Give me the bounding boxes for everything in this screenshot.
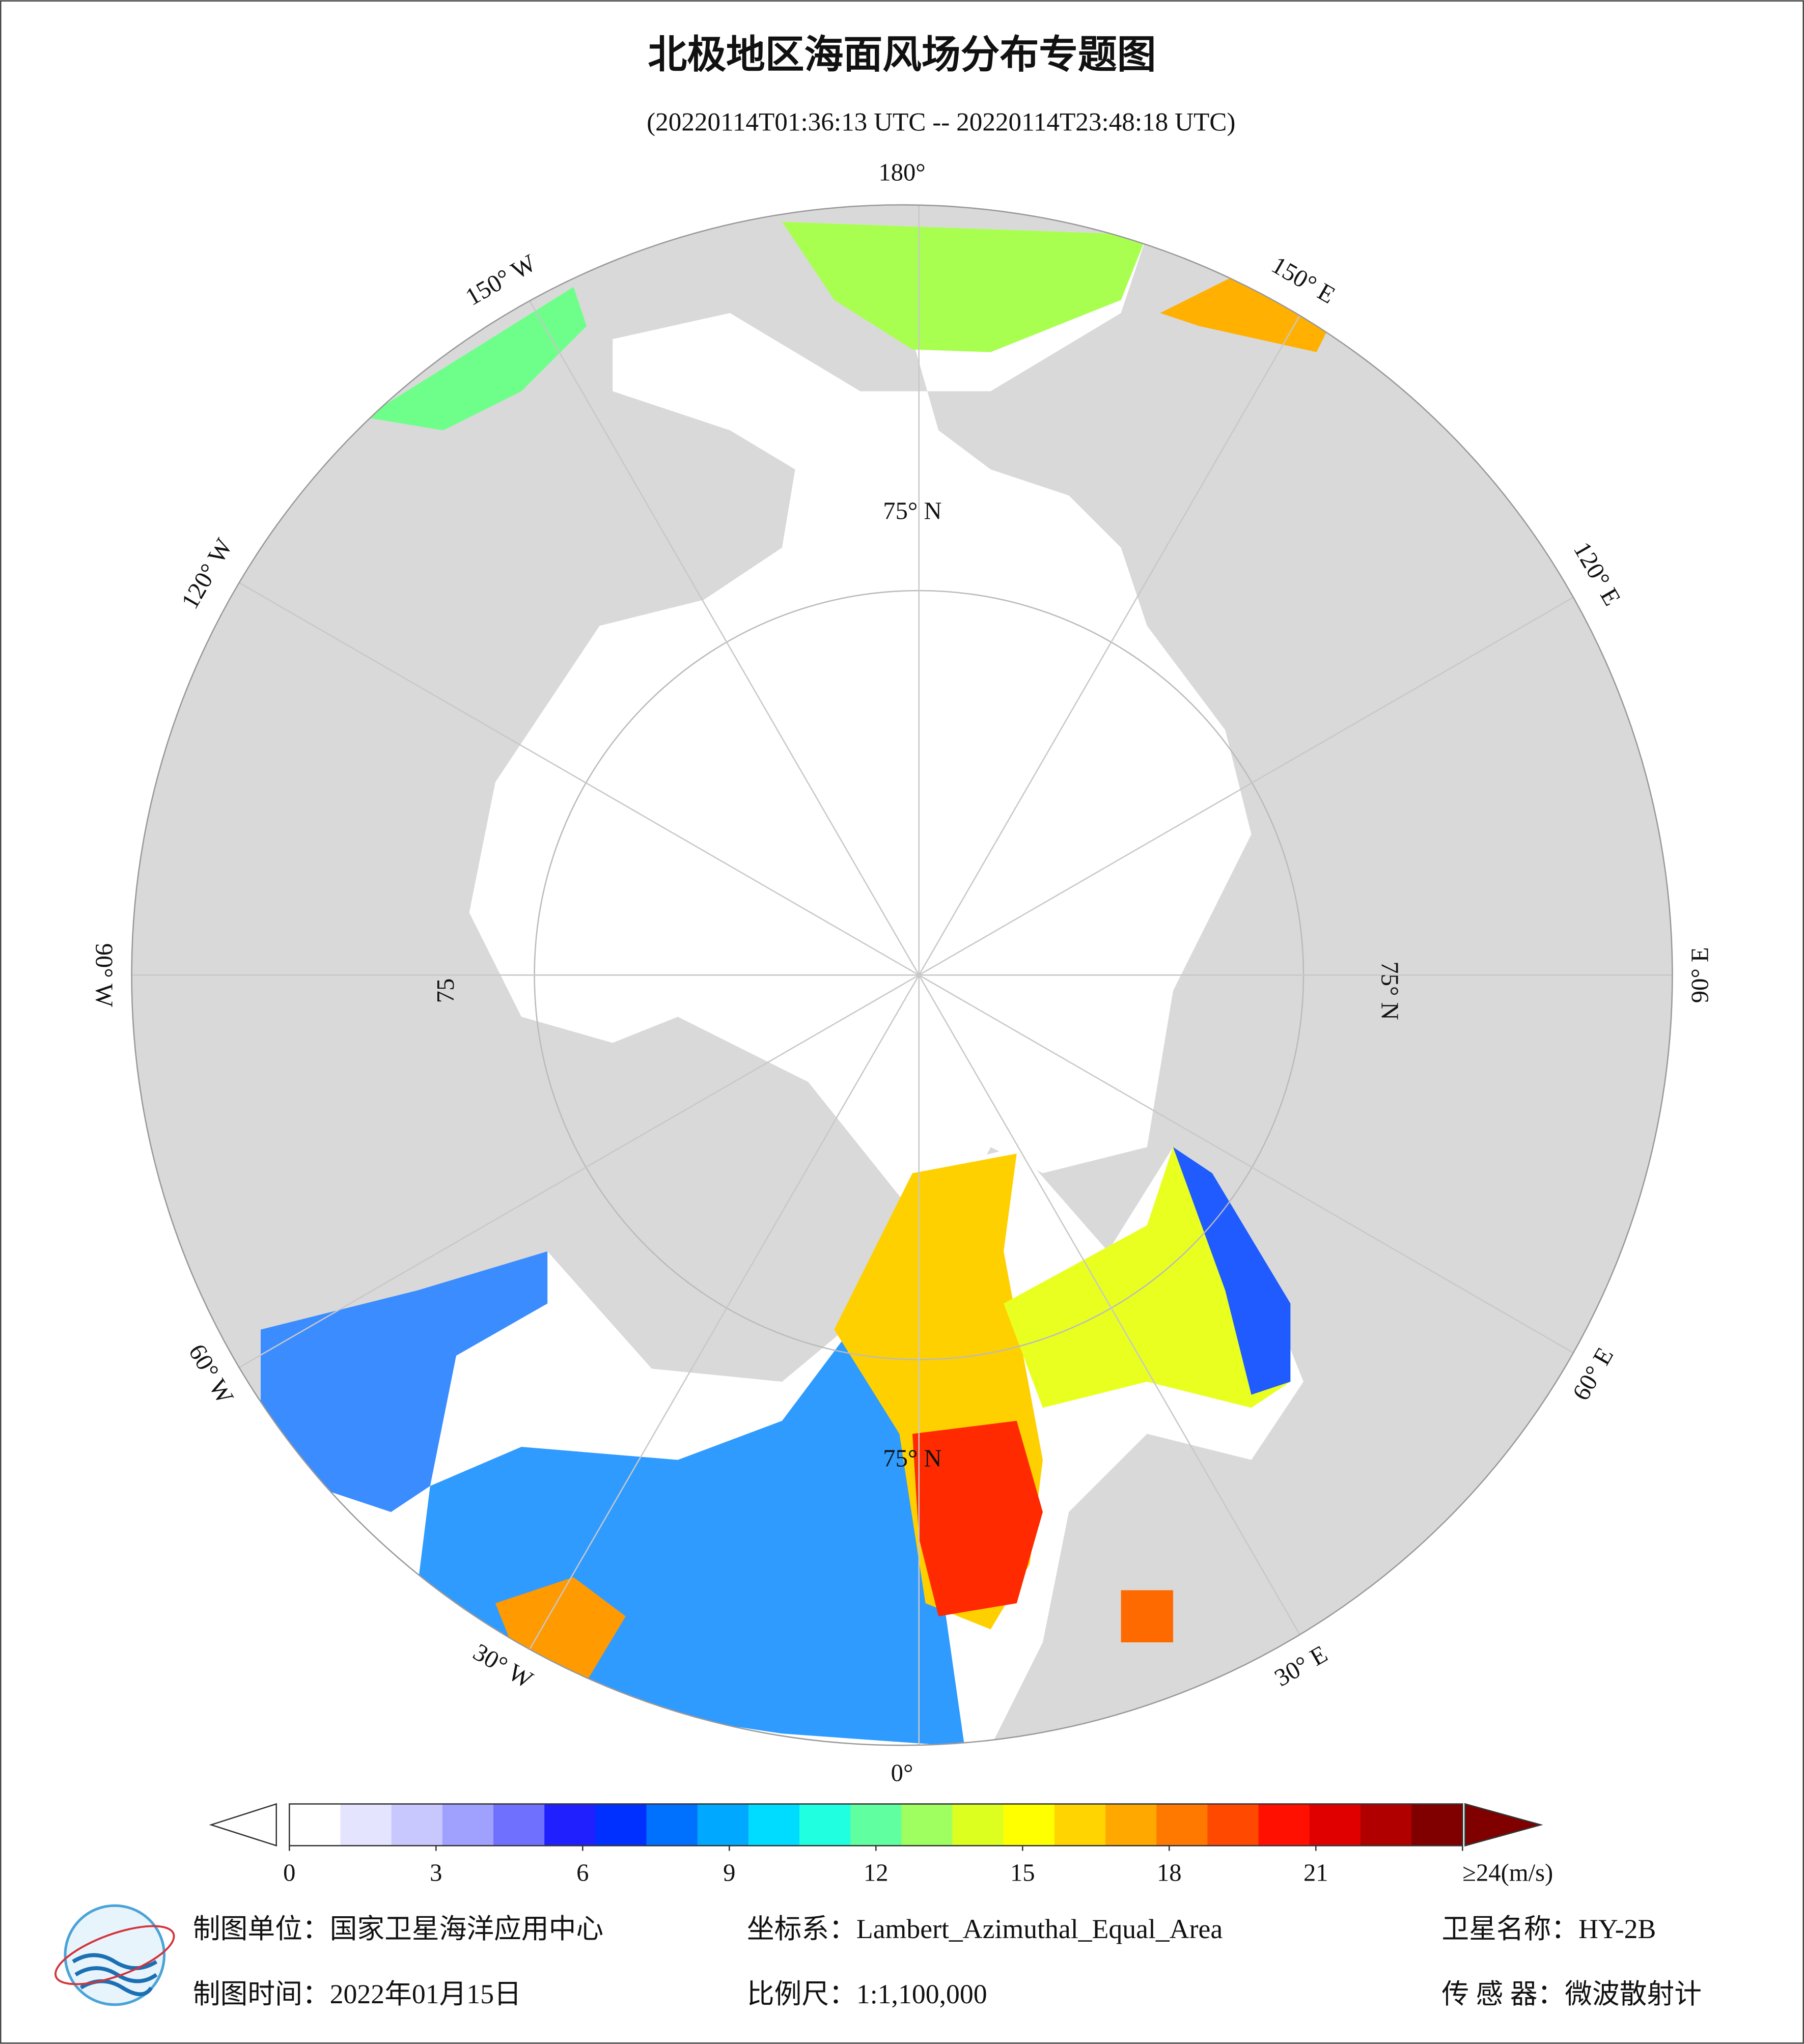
colorbar-cell bbox=[799, 1804, 851, 1846]
colorbar-cell bbox=[697, 1804, 750, 1846]
colorbar-tick-label: 12 bbox=[864, 1859, 889, 1887]
colorbar-cell bbox=[340, 1804, 392, 1846]
colorbar-cell bbox=[391, 1804, 443, 1846]
footer-crs: 坐标系：Lambert_Azimuthal_Equal_Area bbox=[747, 1914, 1223, 1944]
wind-baltic bbox=[1121, 1590, 1173, 1643]
colorbar-cell bbox=[901, 1804, 953, 1846]
colorbar-over bbox=[1464, 1803, 1543, 1847]
colorbar-cell bbox=[442, 1804, 494, 1846]
meridian bbox=[131, 974, 920, 1432]
colorbar-cell bbox=[1309, 1804, 1362, 1846]
footer-satellite: 卫星名称：HY-2B bbox=[1441, 1914, 1656, 1944]
colorbar-tick-label: 21 bbox=[1303, 1859, 1328, 1887]
lon-label: 0° bbox=[891, 1759, 913, 1786]
footer-sensor: 传 感 器：微波散射计 bbox=[1441, 1979, 1702, 2009]
map-border bbox=[131, 204, 1673, 1746]
lon-label: 180° bbox=[878, 159, 925, 186]
footer-scale: 比例尺：1:1,100,000 bbox=[747, 1979, 987, 2009]
colorbar-cell bbox=[289, 1804, 341, 1846]
colorbar-cell bbox=[544, 1804, 596, 1846]
colorbar-cell bbox=[1105, 1804, 1157, 1846]
colorbar-cell bbox=[1411, 1804, 1463, 1846]
colorbar-cell bbox=[850, 1804, 902, 1846]
colorbar-cell bbox=[595, 1804, 647, 1846]
logo bbox=[54, 1904, 175, 2006]
colorbar-under bbox=[209, 1803, 277, 1847]
colorbar-cell bbox=[952, 1804, 1005, 1846]
arctic-ocean bbox=[469, 221, 1252, 1252]
map bbox=[131, 205, 1673, 1746]
footer-date: 制图时间：2022年01月15日 bbox=[193, 1979, 521, 2009]
meridian bbox=[131, 518, 920, 976]
colorbar-cell bbox=[1003, 1804, 1056, 1846]
lat-label: 75° N bbox=[883, 1444, 941, 1472]
colorbar-cell bbox=[748, 1804, 800, 1846]
colorbar-tick-label: ≥24(m/s) bbox=[1462, 1859, 1553, 1887]
wind-bering bbox=[365, 287, 587, 431]
lat-label: 75 bbox=[432, 978, 459, 1003]
wind-okhotsk bbox=[1160, 274, 1330, 352]
colorbar-cell bbox=[1156, 1804, 1208, 1846]
colorbar-cell bbox=[1054, 1804, 1106, 1846]
colorbar-tick-label: 9 bbox=[723, 1859, 735, 1887]
wind-baffin bbox=[260, 1251, 548, 1513]
colorbar-cell bbox=[646, 1804, 698, 1846]
colorbar-tick-label: 15 bbox=[1010, 1859, 1035, 1887]
meridian bbox=[918, 205, 1376, 975]
colorbar-cell bbox=[1258, 1804, 1311, 1846]
wind-max bbox=[912, 1420, 1043, 1616]
colorbar-cell bbox=[493, 1804, 545, 1846]
meridian bbox=[918, 974, 1376, 1746]
lon-label: 90° E bbox=[1686, 947, 1713, 1003]
meridian bbox=[462, 974, 920, 1746]
lat-label: 75° N bbox=[883, 497, 941, 524]
meridian bbox=[462, 205, 920, 975]
colorbar-tick-label: 3 bbox=[430, 1859, 442, 1887]
footer-unit: 制图单位：国家卫星海洋应用中心 bbox=[193, 1914, 603, 1944]
colorbar-cell bbox=[1360, 1804, 1412, 1846]
colorbar-tick-label: 6 bbox=[576, 1859, 589, 1887]
colorbar-tick-label: 18 bbox=[1157, 1859, 1182, 1887]
wind-chukchi bbox=[782, 221, 1147, 352]
colorbar-cell bbox=[1207, 1804, 1259, 1846]
title: 北极地区海面风场分布专题图 bbox=[648, 33, 1156, 78]
wind-kara bbox=[1173, 1147, 1291, 1395]
lat-label: 75° N bbox=[1376, 961, 1404, 1020]
colorbar-tick-label: 0 bbox=[283, 1859, 295, 1887]
subtitle: (20220114T01:36:13 UTC -- 20220114T23:48… bbox=[647, 107, 1235, 136]
lon-label: 90° W bbox=[91, 943, 118, 1007]
